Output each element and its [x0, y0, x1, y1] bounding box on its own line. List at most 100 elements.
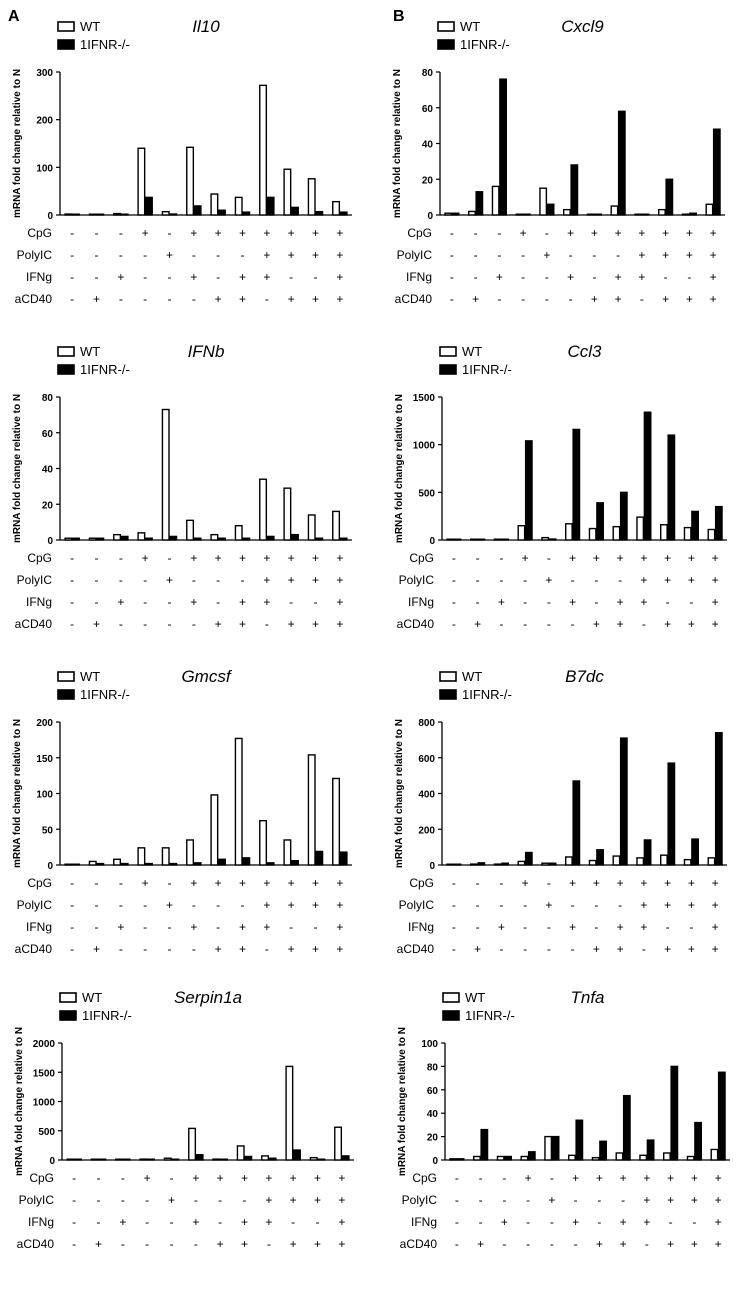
condition-symbol: - — [216, 270, 220, 284]
chart-title: Cxcl9 — [561, 17, 604, 36]
condition-symbol: - — [547, 617, 551, 631]
condition-symbol: - — [170, 1237, 174, 1251]
condition-symbol: - — [523, 898, 527, 912]
bar-ko — [144, 537, 153, 541]
condition-symbol: + — [290, 1193, 297, 1207]
condition-symbol: - — [314, 270, 318, 284]
condition-symbol: + — [263, 876, 270, 890]
bar-ko — [477, 862, 486, 866]
condition-symbol: + — [638, 270, 645, 284]
condition-symbol: - — [594, 898, 598, 912]
legend-swatch-ko — [59, 1010, 77, 1021]
condition-symbol: + — [263, 573, 270, 587]
bar-wt — [137, 847, 146, 866]
condition-symbol: + — [688, 617, 695, 631]
y-tick-label: 100 — [421, 1039, 438, 1050]
bar-ko — [665, 178, 674, 216]
bar-wt — [309, 1156, 318, 1161]
condition-symbol: + — [498, 595, 505, 609]
condition-symbol: + — [239, 270, 246, 284]
condition-symbol: - — [594, 573, 598, 587]
condition-symbol: - — [499, 898, 503, 912]
condition-symbol: - — [594, 595, 598, 609]
bar-ko — [266, 535, 275, 541]
condition-symbol: + — [525, 1171, 532, 1185]
condition-symbol: + — [93, 617, 100, 631]
condition-label: PolyIC — [397, 248, 433, 262]
bar-ko — [504, 1155, 512, 1161]
condition-symbol: + — [190, 270, 197, 284]
condition-symbol: - — [455, 1171, 459, 1185]
bar-wt — [588, 859, 597, 866]
bar-wt — [541, 536, 550, 541]
condition-label: CpG — [27, 226, 52, 240]
bar-wt — [307, 754, 316, 866]
bar-wt — [332, 510, 341, 541]
condition-symbol: - — [450, 270, 454, 284]
condition-symbol: - — [523, 942, 527, 956]
condition-symbol: + — [93, 292, 100, 306]
bar-ko — [98, 1158, 107, 1161]
legend-swatch-ko — [57, 39, 75, 50]
condition-symbol: + — [617, 920, 624, 934]
legend-swatch-wt — [437, 21, 455, 32]
condition-symbol: - — [194, 1193, 198, 1207]
condition-symbol: + — [664, 551, 671, 565]
bar-ko — [193, 862, 202, 866]
bar-wt — [660, 854, 668, 866]
condition-symbol: + — [522, 876, 529, 890]
condition-symbol: + — [477, 1237, 484, 1251]
condition-symbol: - — [265, 292, 269, 306]
condition-symbol: - — [574, 1237, 578, 1251]
condition-symbol: - — [476, 876, 480, 890]
condition-label: aCD40 — [400, 1237, 438, 1251]
y-tick-label: 0 — [47, 861, 53, 872]
bar-wt — [639, 1154, 648, 1161]
condition-symbol: + — [338, 1171, 345, 1185]
bar-wt — [161, 408, 170, 541]
condition-label: aCD40 — [395, 292, 433, 306]
bar-ko — [641, 213, 650, 216]
legend-swatch-wt — [439, 671, 457, 682]
bar-wt — [681, 213, 690, 216]
bar-ko — [548, 538, 557, 541]
condition-symbol: + — [545, 573, 552, 587]
condition-symbol: - — [526, 1193, 530, 1207]
condition-symbol: - — [70, 920, 74, 934]
condition-symbol: + — [217, 1171, 224, 1185]
condition-symbol: - — [95, 920, 99, 934]
y-tick-label: 1500 — [33, 1068, 56, 1079]
y-tick-label: 1500 — [413, 393, 436, 404]
bar-ko — [572, 780, 581, 866]
condition-label: aCD40 — [15, 617, 53, 631]
condition-symbol: - — [545, 270, 549, 284]
condition-symbol: - — [499, 551, 503, 565]
y-tick-label: 500 — [418, 488, 435, 499]
condition-symbol: - — [143, 573, 147, 587]
condition-symbol: + — [593, 876, 600, 890]
condition-symbol: - — [571, 617, 575, 631]
condition-label: PolyIC — [17, 573, 53, 587]
condition-label: aCD40 — [397, 942, 435, 956]
condition-symbol: + — [215, 617, 222, 631]
condition-symbol: - — [95, 595, 99, 609]
condition-symbol: + — [166, 573, 173, 587]
legend-label: WT — [462, 344, 482, 359]
condition-symbol: + — [715, 1171, 722, 1185]
y-tick-label: 0 — [49, 1156, 55, 1167]
condition-symbol: + — [474, 942, 481, 956]
condition-symbol: + — [498, 920, 505, 934]
condition-symbol: - — [70, 617, 74, 631]
condition-symbol: + — [638, 226, 645, 240]
condition-symbol: - — [476, 920, 480, 934]
condition-symbol: + — [215, 551, 222, 565]
bar-ko — [217, 209, 226, 216]
bar-wt — [307, 514, 316, 541]
condition-symbol: + — [567, 226, 574, 240]
condition-symbol: - — [170, 1171, 174, 1185]
bar-wt — [610, 205, 619, 216]
condition-symbol: + — [496, 270, 503, 284]
condition-symbol: + — [190, 595, 197, 609]
bar-ko — [96, 213, 105, 216]
